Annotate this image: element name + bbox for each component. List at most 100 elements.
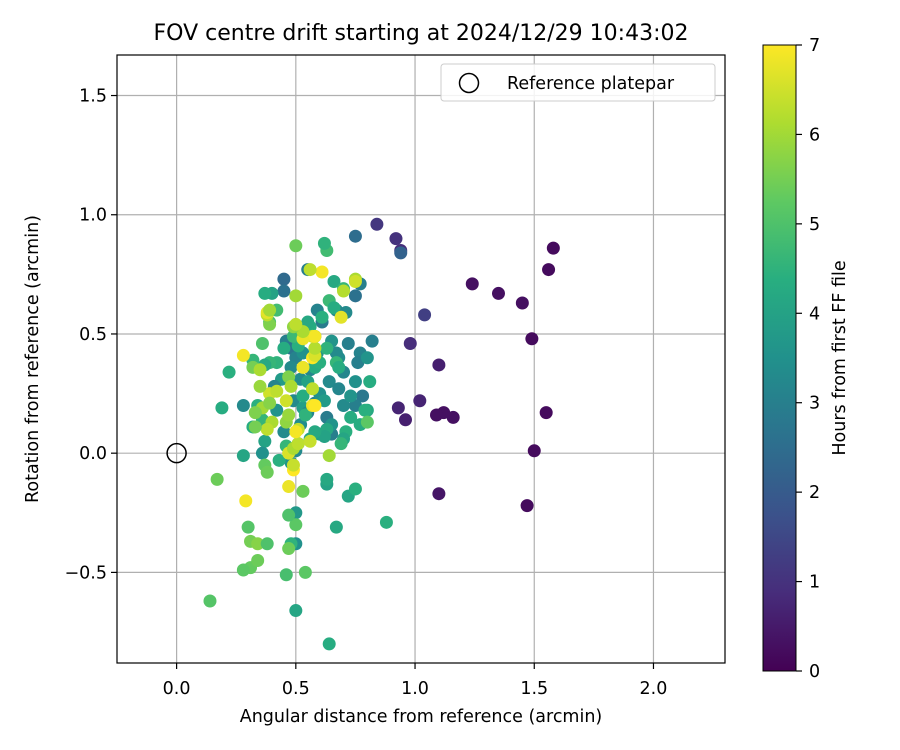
x-tick-label: 0.5 <box>282 679 310 699</box>
data-point <box>289 289 303 303</box>
data-point <box>241 520 255 534</box>
colorbar-tick-label: 0 <box>809 662 820 682</box>
data-point <box>289 239 303 253</box>
data-point <box>282 408 296 422</box>
data-point <box>320 472 334 486</box>
data-point <box>298 408 312 422</box>
legend-box <box>440 63 716 102</box>
data-point <box>215 401 229 415</box>
data-point <box>282 542 296 556</box>
data-point <box>337 284 351 298</box>
data-point <box>210 472 224 486</box>
y-tick-label: 1.0 <box>79 206 107 226</box>
data-point <box>308 329 322 343</box>
data-point <box>344 389 358 403</box>
data-point <box>403 337 417 351</box>
data-point <box>255 337 269 351</box>
data-point <box>322 375 336 389</box>
data-point <box>303 263 317 277</box>
data-point <box>432 358 446 372</box>
data-point <box>277 284 291 298</box>
data-point <box>303 434 317 448</box>
data-point <box>317 236 331 250</box>
y-tick-label: −0.5 <box>65 563 108 583</box>
data-point <box>306 382 320 396</box>
data-point <box>348 229 362 243</box>
data-point <box>525 332 539 346</box>
data-point <box>289 317 303 331</box>
data-point <box>527 444 541 458</box>
y-axis-ticks: −0.5 0.0 0.5 1.0 1.5 <box>65 87 117 583</box>
data-point <box>465 277 479 291</box>
data-point <box>296 360 310 374</box>
data-point <box>284 379 298 393</box>
data-point <box>546 241 560 255</box>
data-point <box>358 403 372 417</box>
data-point <box>344 410 358 424</box>
data-point <box>291 437 305 451</box>
data-point <box>289 518 303 532</box>
data-point <box>391 401 405 415</box>
data-point <box>360 415 374 429</box>
data-point <box>515 296 529 310</box>
colorbar-gradient <box>762 44 797 672</box>
data-point <box>222 365 236 379</box>
data-point <box>348 482 362 496</box>
data-point <box>298 565 312 579</box>
data-point <box>413 394 427 408</box>
data-point <box>327 301 341 315</box>
data-point <box>348 289 362 303</box>
data-point <box>251 553 265 567</box>
data-point <box>236 563 250 577</box>
reference-marker <box>166 442 187 464</box>
data-point <box>308 398 322 412</box>
x-tick-label: 0.0 <box>163 679 191 699</box>
colorbar: 0 1 2 3 4 5 6 7 Hours from first FF file <box>762 36 850 682</box>
data-point <box>296 389 310 403</box>
data-point <box>253 363 267 377</box>
y-axis-label: Rotation from reference (arcmin) <box>23 215 43 503</box>
chart-title: FOV centre drift starting at 2024/12/29 … <box>154 21 689 46</box>
data-point <box>289 604 303 618</box>
data-point <box>270 384 284 398</box>
colorbar-tick-label: 4 <box>809 304 820 324</box>
data-point <box>282 480 296 494</box>
data-point <box>279 394 293 408</box>
x-tick-label: 1.0 <box>401 679 429 699</box>
data-point <box>365 334 379 348</box>
legend-marker-icon <box>458 72 480 94</box>
data-point <box>239 494 253 508</box>
data-point <box>379 515 393 529</box>
y-tick-label: 0.0 <box>79 444 107 464</box>
colorbar-tick-label: 3 <box>809 394 820 414</box>
data-point <box>203 594 217 608</box>
y-tick-label: 1.5 <box>79 87 107 107</box>
data-point <box>432 487 446 501</box>
colorbar-tick-label: 1 <box>809 573 820 593</box>
data-point <box>277 272 291 286</box>
data-point <box>320 341 334 355</box>
data-point <box>248 420 262 434</box>
data-point <box>520 499 534 513</box>
data-point <box>542 263 556 277</box>
data-point <box>329 520 343 534</box>
data-point <box>260 537 274 551</box>
data-point <box>360 351 374 365</box>
data-point <box>315 310 329 324</box>
data-point <box>370 217 384 231</box>
data-point <box>429 408 443 422</box>
data-point <box>356 389 370 403</box>
x-tick-label: 2.0 <box>640 679 668 699</box>
data-points <box>203 217 560 651</box>
data-point <box>258 434 272 448</box>
legend-label: Reference platepar <box>507 74 675 94</box>
data-point <box>491 286 505 300</box>
legend: Reference platepar <box>440 63 716 102</box>
data-point <box>332 382 346 396</box>
data-point <box>539 406 553 420</box>
x-axis-label: Angular distance from reference (arcmin) <box>240 707 603 727</box>
data-point <box>363 375 377 389</box>
data-point <box>260 422 274 436</box>
